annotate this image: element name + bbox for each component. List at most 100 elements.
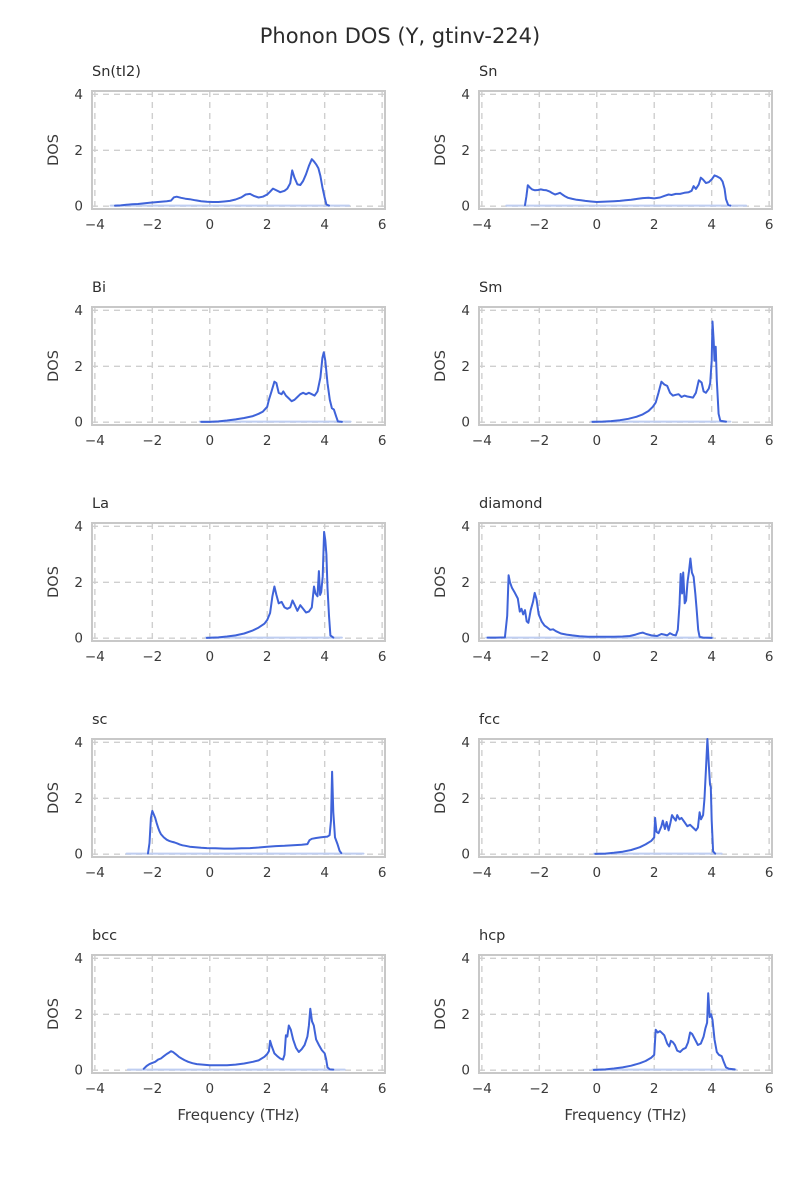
svg-text:2: 2 — [74, 791, 83, 807]
svg-text:6: 6 — [378, 1081, 387, 1097]
svg-text:2: 2 — [74, 143, 83, 159]
svg-text:2: 2 — [263, 649, 272, 665]
svg-text:−4: −4 — [85, 217, 105, 233]
svg-text:2: 2 — [74, 359, 83, 375]
svg-text:−2: −2 — [142, 649, 162, 665]
svg-text:0: 0 — [461, 415, 470, 431]
svg-text:2: 2 — [263, 865, 272, 881]
svg-text:DOS: DOS — [46, 566, 62, 598]
dos-chart-fcc: −4 −2 0 2 4 6 0 2 4 DOS — [433, 735, 773, 881]
svg-text:6: 6 — [765, 649, 774, 665]
svg-text:0: 0 — [205, 217, 214, 233]
svg-text:DOS: DOS — [433, 350, 449, 382]
svg-text:−2: −2 — [142, 1081, 162, 1097]
svg-text:−2: −2 — [529, 865, 549, 881]
subplot-la: La −4 −2 0 2 4 6 0 2 4 DOS — [44, 494, 390, 672]
svg-text:0: 0 — [205, 865, 214, 881]
svg-text:−4: −4 — [472, 433, 492, 449]
svg-text:0: 0 — [461, 199, 470, 215]
svg-text:DOS: DOS — [46, 134, 62, 166]
svg-text:2: 2 — [461, 575, 470, 591]
svg-text:4: 4 — [74, 519, 83, 535]
svg-text:DOS: DOS — [46, 998, 62, 1030]
svg-text:0: 0 — [592, 217, 601, 233]
svg-text:2: 2 — [74, 1007, 83, 1023]
svg-text:4: 4 — [707, 865, 716, 881]
svg-text:−2: −2 — [529, 1081, 549, 1097]
dos-chart-hcp: −4 −2 0 2 4 6 0 2 4 DOS — [433, 951, 774, 1097]
svg-text:0: 0 — [461, 1063, 470, 1079]
dos-chart-bi: −4 −2 0 2 4 6 0 2 4 DOS — [46, 303, 387, 449]
svg-text:4: 4 — [461, 951, 470, 967]
subplot-title: diamond — [479, 496, 543, 512]
svg-text:DOS: DOS — [433, 782, 449, 814]
svg-text:−2: −2 — [142, 433, 162, 449]
svg-text:−4: −4 — [472, 865, 492, 881]
dos-chart-diamond: −4 −2 0 2 4 6 0 2 4 DOS — [433, 519, 774, 665]
svg-text:DOS: DOS — [46, 350, 62, 382]
dos-chart-sc: −4 −2 0 2 4 6 0 2 4 DOS — [46, 735, 387, 881]
svg-text:−2: −2 — [142, 217, 162, 233]
subplot-bcc: bcc −4 −2 0 2 4 6 0 2 4 DOS Frequency (THz) — [44, 926, 390, 1124]
svg-text:4: 4 — [320, 865, 329, 881]
svg-text:DOS: DOS — [433, 566, 449, 598]
svg-text:−2: −2 — [142, 865, 162, 881]
subplot-title: La — [92, 496, 109, 512]
figure-title: Phonon DOS (Y, gtinv-224) — [259, 24, 541, 48]
svg-text:6: 6 — [765, 1081, 774, 1097]
svg-text:0: 0 — [461, 847, 470, 863]
svg-text:2: 2 — [461, 791, 470, 807]
svg-text:0: 0 — [205, 649, 214, 665]
svg-text:2: 2 — [74, 575, 83, 591]
svg-text:4: 4 — [461, 735, 470, 751]
subplot-bi: Bi −4 −2 0 2 4 6 0 2 4 DOS — [44, 278, 390, 456]
svg-text:4: 4 — [461, 87, 470, 103]
svg-text:0: 0 — [592, 865, 601, 881]
svg-text:6: 6 — [378, 865, 387, 881]
svg-text:0: 0 — [205, 1081, 214, 1097]
svg-text:−2: −2 — [529, 649, 549, 665]
subplot-sn-ti2: Sn(tI2) −4 −2 0 2 4 6 0 2 4 DOS — [44, 62, 390, 240]
svg-text:DOS: DOS — [433, 134, 449, 166]
svg-text:−4: −4 — [472, 649, 492, 665]
x-axis-label: Frequency (THz) — [564, 1106, 687, 1124]
svg-text:DOS: DOS — [433, 998, 449, 1030]
svg-text:−4: −4 — [472, 217, 492, 233]
svg-text:0: 0 — [74, 847, 83, 863]
svg-text:2: 2 — [650, 649, 659, 665]
subplot-sm: Sm −4 −2 0 2 4 6 0 2 4 DOS — [431, 278, 777, 456]
svg-text:4: 4 — [320, 433, 329, 449]
subplot-hcp: hcp −4 −2 0 2 4 6 0 2 4 DOS Frequency (THz) — [431, 926, 777, 1124]
svg-text:4: 4 — [707, 217, 716, 233]
subplot-sc: sc −4 −2 0 2 4 6 0 2 4 DOS — [44, 710, 390, 888]
subplot-title: bcc — [92, 928, 118, 944]
svg-text:2: 2 — [461, 359, 470, 375]
subplot-grid: Sn(tI2) −4 −2 0 2 4 6 0 2 4 DOS Sn −4 −2 0 2 4 6 0 2 4 DOS… — [0, 56, 800, 1124]
svg-text:−2: −2 — [529, 433, 549, 449]
subplot-fcc: fcc −4 −2 0 2 4 6 0 2 4 DOS — [431, 710, 777, 888]
subplot-title: Sn(tI2) — [92, 64, 141, 80]
svg-text:2: 2 — [461, 143, 470, 159]
svg-text:2: 2 — [263, 1081, 272, 1097]
svg-text:2: 2 — [650, 865, 659, 881]
dos-chart-sn: −4 −2 0 2 4 6 0 2 4 DOS — [433, 87, 773, 233]
svg-text:6: 6 — [378, 433, 387, 449]
svg-text:6: 6 — [765, 433, 774, 449]
svg-text:−4: −4 — [85, 433, 105, 449]
svg-text:4: 4 — [707, 649, 716, 665]
svg-text:2: 2 — [650, 217, 659, 233]
svg-text:0: 0 — [592, 433, 601, 449]
svg-text:−4: −4 — [472, 1081, 492, 1097]
subplot-title: Sn — [479, 64, 498, 80]
subplot-diamond: diamond −4 −2 0 2 4 6 0 2 4 DOS — [431, 494, 777, 672]
dos-chart-sn-ti2: −4 −2 0 2 4 6 0 2 4 DOS — [46, 87, 386, 233]
svg-text:0: 0 — [74, 1063, 83, 1079]
svg-text:4: 4 — [707, 1081, 716, 1097]
dos-chart-la: −4 −2 0 2 4 6 0 2 4 DOS — [46, 519, 386, 665]
svg-text:−4: −4 — [85, 649, 105, 665]
subplot-title: hcp — [479, 928, 506, 944]
svg-text:4: 4 — [74, 303, 83, 319]
subplot-title: fcc — [479, 712, 501, 728]
subplot-title: sc — [92, 712, 108, 728]
